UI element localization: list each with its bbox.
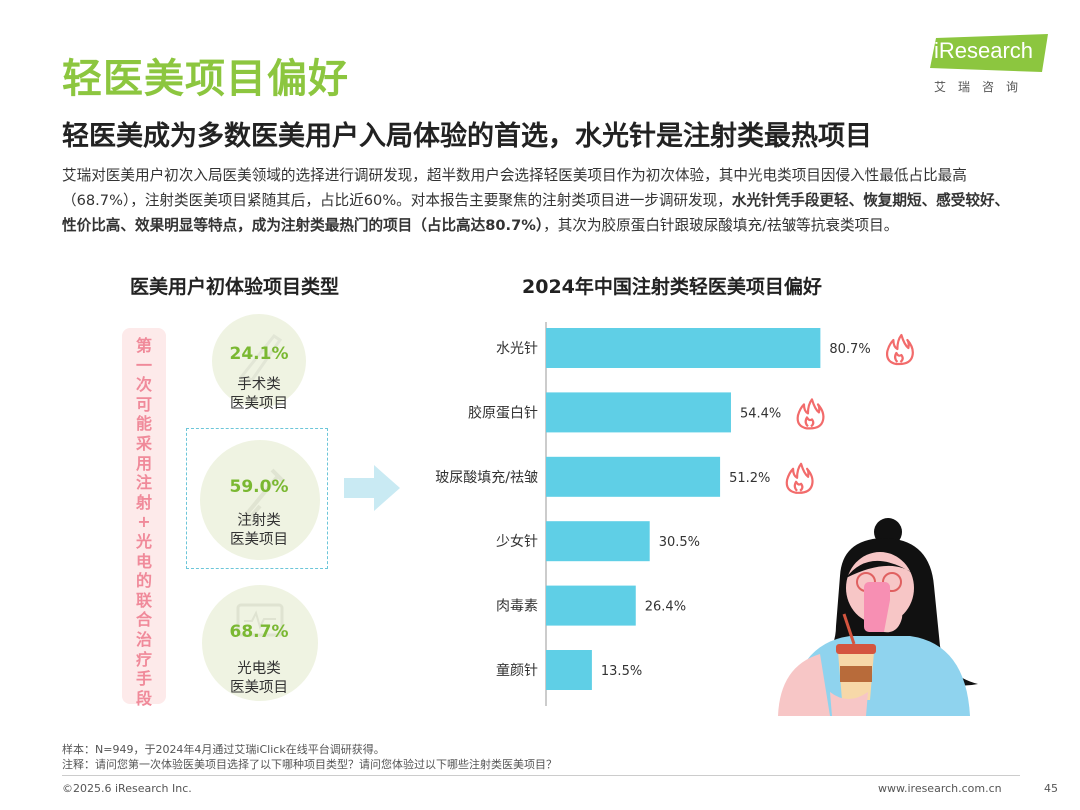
description-paragraph: 艾瑞对医美用户初次入局医美领域的选择进行调研发现，超半数用户会选择轻医美项目作为… — [62, 163, 1022, 238]
value-label-0: 80.7% — [829, 342, 870, 357]
photoelectric-bubble — [202, 585, 318, 701]
injection-percent: 59.0% — [229, 477, 289, 497]
value-label-5: 13.5% — [601, 664, 642, 679]
logo-badge-icon — [930, 34, 1048, 72]
logo-text: iResearch — [934, 38, 1034, 63]
bar-5 — [546, 650, 592, 690]
category-label-4: 肉毒素 — [496, 599, 538, 615]
bar-2 — [546, 456, 721, 497]
page-number: 45 — [1044, 782, 1058, 795]
category-label-3: 少女针 — [496, 533, 538, 550]
logo-subtext: 艾瑞咨询 — [934, 80, 1031, 94]
footnote: 样本：N=949，于2024年4月通过艾瑞iClick在线平台调研获得。 注释：… — [62, 742, 557, 772]
side-label-box: 第一次可能采用注射 + 光电的联合治疗手段 — [122, 328, 166, 708]
right-arrow-icon — [344, 465, 400, 511]
footer-divider — [62, 775, 1020, 776]
description-text-end: ，其次为胶原蛋白针跟玻尿酸填充/祛皱等抗衰类项目。 — [543, 217, 899, 234]
injection-bubble — [200, 440, 320, 560]
syringe-icon — [238, 468, 286, 524]
bar-chart: 水光针 80.7% 胶原蛋白针 54.4% 玻尿酸填充/祛皱 51.2% 少女针 30.5% 肉… — [435, 322, 914, 706]
bar-3 — [546, 521, 650, 562]
side-label-text: 第一次可能采用注射 + 光电的联合治疗手段 — [135, 336, 152, 708]
left-panel-title: 医美用户初体验项目类型 — [130, 276, 340, 298]
footer-website[interactable]: www.iresearch.com.cn — [878, 782, 1002, 795]
photoelectric-label-line1: 光电类 — [237, 661, 281, 677]
device-icon — [236, 603, 284, 637]
bar-1 — [546, 392, 731, 433]
category-label-0: 水光针 — [496, 341, 538, 357]
bar-0 — [546, 328, 821, 368]
footnote-sample: 样本：N=949，于2024年4月通过艾瑞iClick在线平台调研获得。 — [62, 743, 385, 756]
injection-label-line1: 注射类 — [237, 513, 281, 529]
chart-title: 2024年中国注射类轻医美项目偏好 — [522, 276, 822, 298]
surgery-label-line2: 医美项目 — [230, 396, 288, 412]
description-highlight: 水光针凭手段更轻、恢复期短、感受较好、性价比高、效果明显等特点，成为注射类最热门… — [62, 192, 1010, 234]
surgery-percent: 24.1% — [229, 344, 289, 364]
bar-4 — [546, 585, 636, 626]
scalpel-icon — [239, 333, 283, 382]
value-label-4: 26.4% — [645, 600, 686, 615]
description-text: 艾瑞对医美用户初次入局医美领域的选择进行调研发现，超半数用户会选择轻医美项目作为… — [62, 167, 967, 209]
footer-copyright: ©2025.6 iResearch Inc. — [62, 782, 192, 795]
injection-label-line2: 医美项目 — [230, 532, 288, 548]
footnote-note: 注释：请问您第一次体验医美项目选择了以下哪种项目类型？请问您体验过以下哪些注射类… — [62, 758, 557, 771]
woman-selfie-illustration — [778, 518, 978, 716]
photoelectric-label-line2: 医美项目 — [230, 680, 288, 696]
value-label-3: 30.5% — [659, 535, 700, 550]
page-title: 轻医美项目偏好 — [62, 56, 349, 102]
value-label-2: 51.2% — [729, 471, 770, 486]
flame-icon-0 — [885, 333, 914, 366]
photoelectric-percent: 68.7% — [229, 622, 289, 642]
iresearch-logo: iResearch 艾瑞咨询 — [924, 34, 1054, 96]
flame-icon-2 — [785, 462, 814, 494]
value-label-1: 54.4% — [740, 406, 781, 421]
highlight-dashed-box — [186, 428, 328, 569]
category-label-5: 童颜针 — [496, 662, 538, 679]
flame-icon-1 — [796, 398, 825, 430]
surgery-bubble — [212, 314, 306, 408]
surgery-label-line1: 手术类 — [237, 377, 281, 393]
category-label-2: 玻尿酸填充/祛皱 — [435, 470, 538, 486]
category-label-1: 胶原蛋白针 — [468, 404, 538, 421]
page-subtitle: 轻医美成为多数医美用户入局体验的首选，水光针是注射类最热项目 — [62, 121, 872, 152]
